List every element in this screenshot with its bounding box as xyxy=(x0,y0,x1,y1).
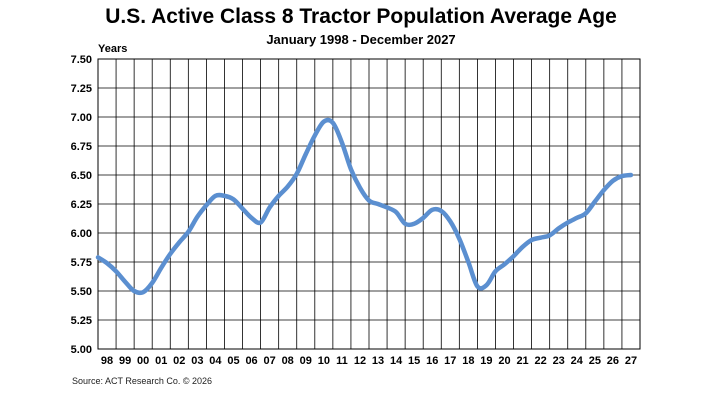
x-tick-label: 21 xyxy=(516,355,528,367)
x-tick-label: 09 xyxy=(300,355,312,367)
y-tick-label: 7.50 xyxy=(71,54,92,66)
plot-border xyxy=(97,58,641,350)
x-tick-label: 20 xyxy=(498,355,510,367)
grid xyxy=(97,58,641,350)
x-tick-label: 12 xyxy=(354,355,366,367)
x-tick-label: 27 xyxy=(625,355,637,367)
chart-subtitle: January 1998 - December 2027 xyxy=(266,32,456,47)
y-tick-label: 7.00 xyxy=(71,112,92,124)
x-tick-label: 17 xyxy=(444,355,456,367)
y-axis-ticks: 7.50 7.25 7.00 6.75 6.50 6.25 6.00 5.75 5.50 5.25… xyxy=(71,54,92,356)
x-tick-label: 18 xyxy=(462,355,474,367)
series-layer xyxy=(95,117,634,296)
x-tick-label: 01 xyxy=(155,355,167,367)
x-axis-ticks: 98 99 00 01 02 03 04 05 06 07 08 09 10 11 12 13 14 15 16 17… xyxy=(101,355,637,367)
x-tick-label: 02 xyxy=(173,355,185,367)
x-tick-label: 22 xyxy=(535,355,547,367)
y-tick-label: 6.75 xyxy=(71,141,92,153)
y-tick-label: 5.75 xyxy=(71,257,92,269)
x-tick-label: 00 xyxy=(137,355,149,367)
x-tick-label: 98 xyxy=(101,355,113,367)
x-tick-label: 08 xyxy=(282,355,294,367)
x-tick-label: 04 xyxy=(209,355,222,367)
x-tick-label: 99 xyxy=(119,355,131,367)
x-tick-label: 11 xyxy=(336,355,348,367)
x-tick-label: 23 xyxy=(553,355,565,367)
x-tick-label: 07 xyxy=(264,355,276,367)
x-tick-label: 25 xyxy=(589,355,601,367)
y-axis-label: Years xyxy=(98,43,127,55)
x-tick-label: 13 xyxy=(372,355,384,367)
x-tick-label: 06 xyxy=(245,355,257,367)
y-tick-label: 6.50 xyxy=(71,170,92,182)
y-tick-label: 5.00 xyxy=(71,344,92,356)
source-note: Source: ACT Research Co. © 2026 xyxy=(72,376,213,386)
y-tick-label: 6.25 xyxy=(71,199,92,211)
y-tick-label: 7.25 xyxy=(71,83,92,95)
x-tick-label: 05 xyxy=(227,355,239,367)
x-tick-label: 14 xyxy=(390,355,403,367)
x-tick-label: 24 xyxy=(571,355,584,367)
y-tick-label: 6.00 xyxy=(71,228,92,240)
x-tick-label: 03 xyxy=(191,355,203,367)
x-tick-label: 26 xyxy=(607,355,619,367)
chart-title: U.S. Active Class 8 Tractor Population A… xyxy=(105,5,617,28)
x-tick-label: 15 xyxy=(408,355,420,367)
x-tick-label: 16 xyxy=(426,355,438,367)
y-tick-label: 5.50 xyxy=(71,286,92,298)
y-tick-label: 5.25 xyxy=(71,315,92,327)
x-tick-label: 19 xyxy=(480,355,492,367)
series-line xyxy=(95,117,634,296)
x-tick-label: 10 xyxy=(318,355,330,367)
